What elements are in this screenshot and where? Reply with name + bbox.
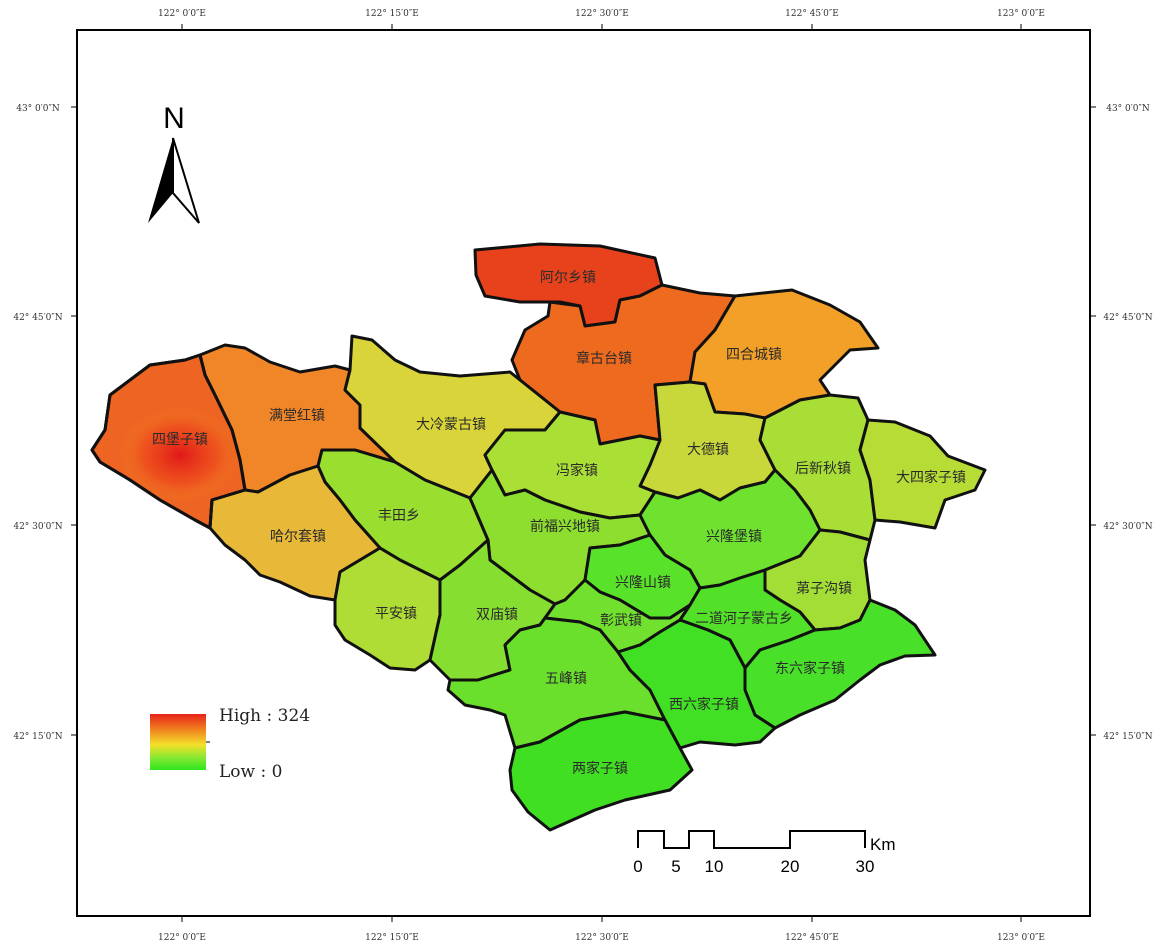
graticule-top: 122° 0′0″E 122° 15′0″E 122° 30′0″E 122° … bbox=[158, 9, 1045, 19]
map-frame bbox=[76, 29, 1091, 917]
scale-tick-label: 5 bbox=[671, 857, 680, 876]
scale-tick-label: 20 bbox=[781, 857, 800, 876]
town-label: 五峰镇 bbox=[545, 671, 587, 687]
town-label: 哈尔套镇 bbox=[270, 529, 326, 545]
legend-color-ramp bbox=[150, 714, 206, 770]
scale-tick-label: 10 bbox=[705, 857, 724, 876]
town-label: 平安镇 bbox=[375, 606, 417, 622]
scale-tick-label: 30 bbox=[856, 857, 875, 876]
lon-label-bottom: 123° 0′0″E bbox=[997, 933, 1045, 943]
scale-bar: 0 5 10 20 30 Km bbox=[633, 830, 896, 876]
town-label: 双庙镇 bbox=[476, 607, 518, 623]
scale-tick-label: 0 bbox=[633, 857, 642, 876]
lon-label-top: 122° 30′0″E bbox=[575, 9, 629, 19]
town-label: 冯家镇 bbox=[556, 462, 598, 479]
lat-label-left: 42° 30′0″N bbox=[13, 522, 62, 532]
graticule-left: 43° 0′0″N 42° 45′0″N 42° 30′0″N 42° 15′0… bbox=[13, 104, 62, 742]
region-sibaozi-outline bbox=[90, 353, 247, 530]
lat-label-left: 42° 15′0″N bbox=[13, 732, 62, 742]
graticule-ticks bbox=[71, 24, 1096, 922]
lon-label-bottom: 122° 45′0″E bbox=[785, 933, 839, 943]
graticule-bottom: 122° 0′0″E 122° 15′0″E 122° 30′0″E 122° … bbox=[158, 933, 1045, 943]
scale-unit-label: Km bbox=[870, 835, 896, 854]
town-label: 两家子镇 bbox=[572, 760, 628, 777]
region-xiliu[interactable] bbox=[616, 618, 777, 750]
region-dasijiazi[interactable] bbox=[858, 418, 987, 530]
region-liangjia[interactable] bbox=[508, 710, 694, 832]
town-label: 满堂红镇 bbox=[269, 408, 325, 424]
scale-bar-segments bbox=[637, 830, 866, 849]
north-arrow-icon-outline bbox=[172, 137, 200, 224]
town-label: 四堡子镇 bbox=[152, 432, 208, 448]
town-label: 阿尔乡镇 bbox=[540, 270, 596, 286]
graticule-right: 43° 0′0″N 42° 45′0″N 42° 30′0″N 42° 15′0… bbox=[1103, 104, 1152, 742]
lon-label-bottom: 122° 30′0″E bbox=[575, 933, 629, 943]
north-arrow-icon bbox=[148, 138, 173, 223]
north-arrow-label: N bbox=[163, 102, 185, 135]
lat-label-right: 42° 30′0″N bbox=[1103, 522, 1152, 532]
town-label: 后新秋镇 bbox=[795, 461, 851, 477]
town-label: 四合城镇 bbox=[726, 347, 782, 363]
town-label: 前福兴地镇 bbox=[530, 518, 600, 535]
legend-high-label: High : 324 bbox=[219, 706, 310, 726]
town-label: 彰武镇 bbox=[600, 612, 642, 629]
lat-label-left: 42° 45′0″N bbox=[13, 313, 62, 323]
town-regions bbox=[90, 242, 987, 832]
town-label: 大冷蒙古镇 bbox=[416, 417, 486, 433]
lon-label-bottom: 122° 15′0″E bbox=[365, 933, 419, 943]
lat-label-left: 43° 0′0″N bbox=[16, 104, 60, 114]
lon-label-bottom: 122° 0′0″E bbox=[158, 933, 206, 943]
lon-label-top: 123° 0′0″E bbox=[997, 9, 1045, 19]
elevation-hotspot bbox=[118, 407, 242, 503]
lat-label-right: 43° 0′0″N bbox=[1106, 104, 1150, 114]
town-label: 章古台镇 bbox=[576, 350, 632, 367]
town-label: 大四家子镇 bbox=[896, 469, 966, 486]
north-arrow: N bbox=[148, 102, 200, 224]
town-label: 大德镇 bbox=[687, 442, 729, 458]
legend-low-label: Low : 0 bbox=[219, 762, 282, 782]
town-label: 西六家子镇 bbox=[669, 696, 739, 713]
lon-label-top: 122° 15′0″E bbox=[365, 9, 419, 19]
lon-label-top: 122° 45′0″E bbox=[785, 9, 839, 19]
lat-label-right: 42° 45′0″N bbox=[1103, 313, 1152, 323]
town-label: 苐子沟镇 bbox=[796, 581, 852, 597]
town-label: 二道河子蒙古乡 bbox=[695, 611, 793, 627]
town-label: 丰田乡 bbox=[378, 508, 420, 524]
lat-label-right: 42° 15′0″N bbox=[1103, 732, 1152, 742]
town-label: 兴隆堡镇 bbox=[706, 529, 762, 545]
town-label: 东六家子镇 bbox=[775, 660, 845, 677]
town-labels: 阿尔乡镇 章古台镇 四合城镇 满堂红镇 四堡子镇 大冷蒙古镇 大德镇 后新秋镇 … bbox=[152, 270, 966, 777]
legend: High : 324 Low : 0 bbox=[150, 706, 310, 782]
lon-label-top: 122° 0′0″E bbox=[158, 9, 206, 19]
town-label: 兴隆山镇 bbox=[615, 575, 671, 591]
